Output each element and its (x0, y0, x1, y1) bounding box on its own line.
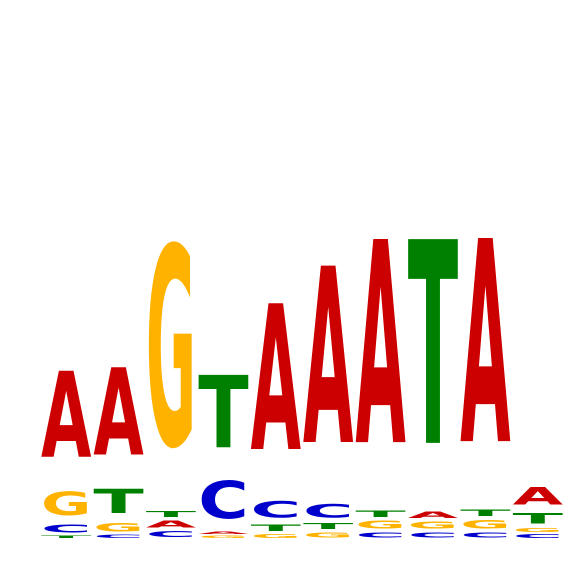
logo-letter-t: T (408, 185, 458, 510)
logo-letter-g: G (93, 521, 143, 534)
logo-letter-c: C (251, 498, 301, 524)
logo-letter-a: A (513, 482, 563, 510)
logo-letter-t: T (303, 522, 354, 531)
logo-letter-c: C (355, 531, 405, 539)
logo-letter-a: A (303, 218, 353, 499)
logo-letter-a: A (408, 510, 458, 520)
logo-letter-a: A (41, 349, 92, 485)
logo-letter-g: G (198, 535, 248, 539)
logo-letter-c: C (460, 531, 510, 539)
logo-letter-t: T (513, 510, 564, 527)
logo-letter-c: C (41, 523, 91, 535)
logo-letter-g: G (513, 527, 563, 533)
logo-letter-g: G (303, 531, 353, 539)
logo-letter-a: A (251, 265, 301, 498)
logo-letter-t: T (93, 484, 143, 522)
logo-letter-t: T (41, 535, 92, 539)
logo-letter-c: C (146, 530, 196, 539)
logo-letter-g: G (251, 533, 301, 539)
logo-letter-a: A (198, 531, 249, 535)
logo-letter-t: T (460, 508, 511, 518)
logo-letter-a: A (146, 519, 196, 530)
logo-letter-t: T (355, 509, 406, 519)
logo-letter-t: T (251, 523, 302, 533)
logo-letter-t: T (198, 355, 249, 471)
logo-letter-c: C (303, 500, 353, 522)
logo-letter-c: C (93, 534, 143, 539)
logo-letter-g: G (146, 190, 196, 509)
logo-letter-a: A (460, 182, 510, 507)
logo-letter-c: C (513, 533, 563, 539)
logo-letter-c: C (408, 531, 458, 539)
logo-letter-c: C (198, 472, 248, 531)
logo-letter-g: G (355, 519, 405, 531)
logo-letter-g: G (408, 520, 458, 531)
logo-letter-a: A (355, 183, 405, 508)
logo-letter-g: G (460, 518, 510, 531)
logo-letter-a: A (93, 344, 144, 483)
logo-letter-t: T (146, 510, 197, 519)
logo-letter-g: G (41, 485, 91, 523)
